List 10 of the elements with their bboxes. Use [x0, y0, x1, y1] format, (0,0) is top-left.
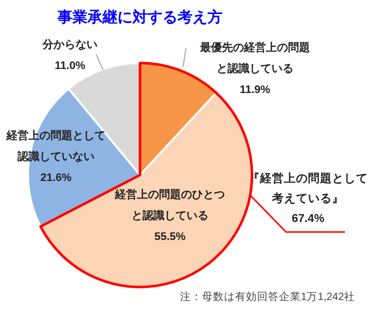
- data-label: 55.5%: [154, 231, 186, 243]
- data-label: 11.0%: [54, 60, 86, 72]
- text: 注：母数は有効回答企業1万1,242社: [180, 290, 355, 303]
- data-label: 21.6%: [40, 172, 72, 184]
- slice-label: 最優先の経営上の問題と認識している: [199, 41, 310, 75]
- data-label: 11.9%: [240, 84, 271, 96]
- text: 『経営上の問題として考えている』 67.4%: [248, 171, 368, 225]
- slice-label: 経営上の問題のひとつと認識している: [114, 188, 225, 222]
- chart-title: 事業承継に対する考え方: [56, 8, 222, 26]
- slice-label: 分からない: [42, 38, 98, 51]
